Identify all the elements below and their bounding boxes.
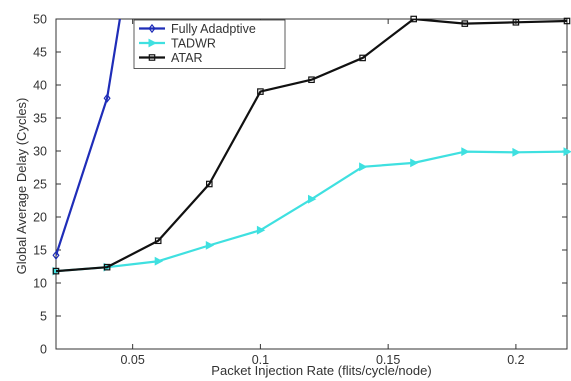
y-tick-label: 35 (33, 112, 47, 126)
data-point-marker (154, 256, 164, 266)
data-point-marker (563, 17, 571, 25)
plot-area-frame (55, 18, 568, 350)
data-point-marker (461, 20, 469, 27)
y-axis-label: Global Average Delay (Cycles) (14, 98, 29, 275)
legend-marker (148, 54, 156, 61)
data-point-marker (461, 147, 470, 157)
legend-marker (148, 23, 156, 34)
data-point-marker (256, 225, 266, 235)
data-point-marker (308, 194, 317, 204)
y-tick-label: 15 (33, 244, 47, 258)
series-line (56, 19, 121, 256)
legend-entry: ATAR (139, 51, 202, 65)
data-point-marker (52, 267, 60, 275)
legend-label: ATAR (171, 51, 202, 65)
data-point-marker (103, 263, 111, 271)
series-0 (52, 19, 121, 260)
data-point-marker (359, 54, 366, 62)
data-point-marker (512, 19, 520, 26)
x-tick-label: 0.2 (507, 353, 524, 367)
y-tick-label: 40 (33, 79, 47, 93)
series-line (56, 19, 567, 273)
data-point-marker (410, 158, 419, 168)
legend-label: TADWR (171, 36, 216, 50)
y-tick-label: 50 (33, 13, 47, 27)
y-tick-label: 30 (33, 145, 47, 159)
y-tick-label: 20 (33, 211, 47, 225)
data-point-marker (410, 15, 418, 23)
y-tick-label: 10 (33, 277, 47, 291)
data-point-marker (206, 180, 213, 188)
data-point-marker (154, 237, 162, 245)
y-tick-label: 25 (33, 178, 47, 192)
data-point-marker (359, 162, 368, 172)
legend-entry: Fully Adadptive (139, 22, 256, 36)
y-tick-label: 0 (40, 343, 47, 357)
y-tick-label: 45 (33, 46, 47, 60)
x-tick-label: 0.05 (120, 353, 144, 367)
data-point-marker (205, 240, 215, 250)
data-point-marker (52, 250, 60, 260)
series-2 (52, 15, 571, 275)
data-point-marker (563, 147, 571, 157)
y-tick-label: 5 (40, 310, 47, 324)
legend-entry: TADWR (139, 36, 216, 50)
x-tick-label: 0.15 (376, 353, 400, 367)
data-point-marker (103, 93, 111, 103)
data-point-marker (257, 88, 264, 95)
data-point-marker (308, 76, 315, 84)
legend-marker (148, 38, 157, 48)
series-1 (52, 147, 571, 276)
legend-label: Fully Adadptive (171, 22, 256, 36)
x-axis-label: Packet Injection Rate (flits/cycle/node) (211, 363, 431, 378)
data-point-marker (512, 147, 521, 157)
x-tick-label: 0.1 (252, 353, 269, 367)
